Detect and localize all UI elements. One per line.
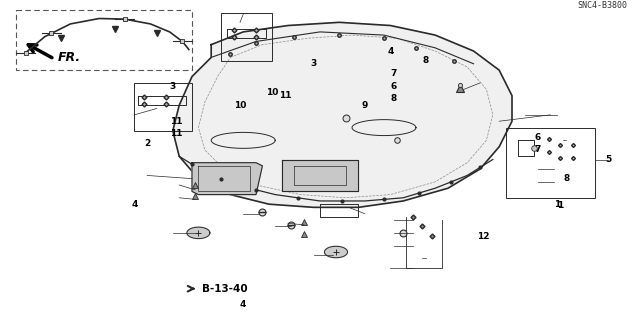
Text: 12: 12 bbox=[477, 232, 490, 241]
Bar bbox=[134, 83, 192, 131]
Text: 2: 2 bbox=[144, 139, 150, 148]
Polygon shape bbox=[282, 160, 358, 191]
Text: 1: 1 bbox=[554, 200, 560, 209]
Text: 8: 8 bbox=[422, 56, 429, 65]
Text: 9: 9 bbox=[362, 101, 368, 110]
Text: 8: 8 bbox=[563, 174, 570, 183]
Text: 11: 11 bbox=[170, 117, 182, 126]
Bar bbox=[221, 13, 272, 61]
Bar bbox=[506, 128, 595, 198]
Text: 6: 6 bbox=[390, 82, 397, 91]
Text: 8: 8 bbox=[390, 94, 397, 103]
Polygon shape bbox=[187, 227, 210, 239]
Text: 10: 10 bbox=[266, 88, 278, 97]
Text: 7: 7 bbox=[390, 69, 397, 78]
Text: 4: 4 bbox=[131, 200, 138, 209]
Polygon shape bbox=[324, 246, 348, 258]
Text: 11: 11 bbox=[278, 91, 291, 100]
Polygon shape bbox=[192, 163, 262, 195]
Text: B-13-40: B-13-40 bbox=[202, 284, 247, 294]
Text: 1: 1 bbox=[557, 201, 563, 210]
Text: 7: 7 bbox=[534, 145, 541, 154]
Text: 4: 4 bbox=[240, 300, 246, 309]
Bar bbox=[16, 10, 192, 70]
Polygon shape bbox=[173, 22, 512, 207]
Text: SNC4-B3800: SNC4-B3800 bbox=[577, 1, 627, 10]
Text: 3: 3 bbox=[170, 82, 176, 91]
Text: 4: 4 bbox=[387, 47, 394, 56]
Text: 3: 3 bbox=[310, 59, 317, 68]
Text: 11: 11 bbox=[170, 130, 182, 138]
Text: 10: 10 bbox=[234, 101, 246, 110]
Text: 6: 6 bbox=[534, 133, 541, 142]
Text: FR.: FR. bbox=[58, 51, 81, 64]
Text: 5: 5 bbox=[605, 155, 611, 164]
